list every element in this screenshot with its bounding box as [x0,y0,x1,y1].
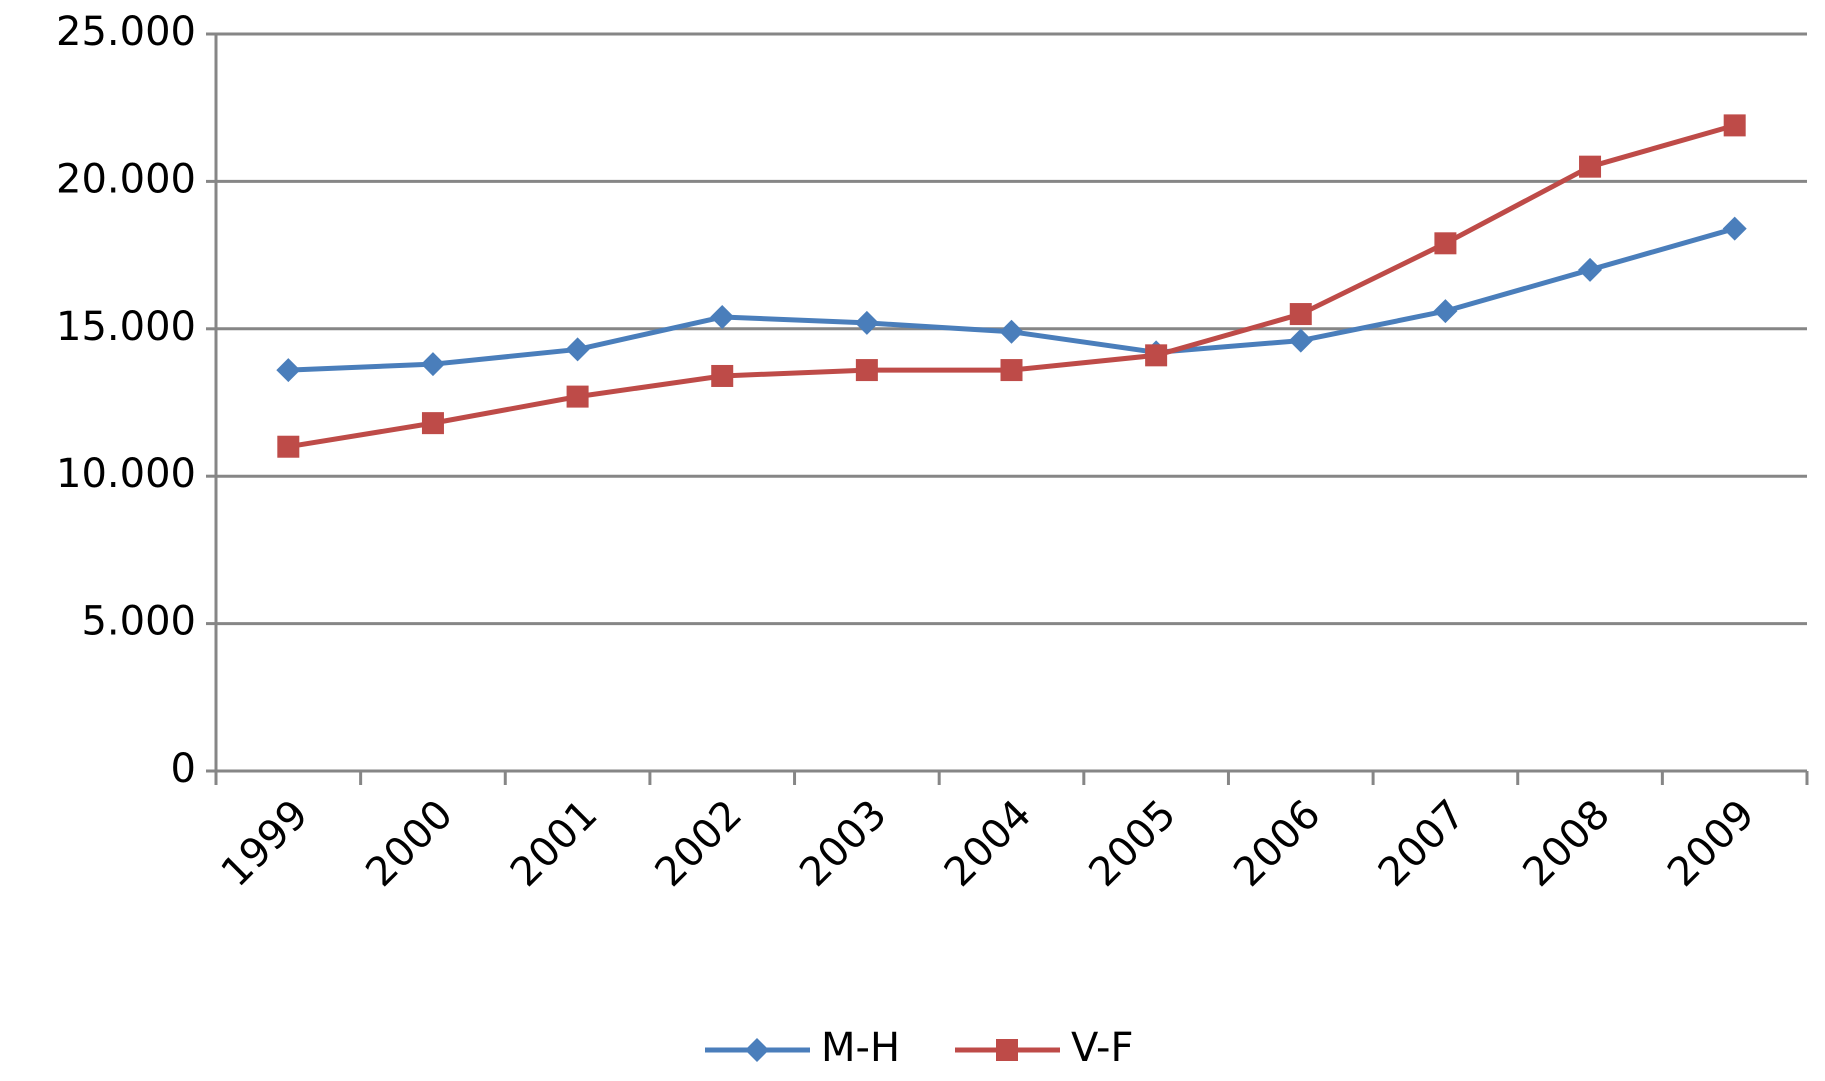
series-line [287,122,1736,450]
x-tick-label: 2006 [1225,791,1330,896]
marker [277,435,300,458]
x-tick-label: 2008 [1514,791,1619,896]
marker [1288,328,1313,353]
x-tick-label: 2005 [1080,791,1185,896]
marker [711,364,734,387]
marker [1434,232,1457,255]
x-tick-label: 2007 [1370,791,1475,896]
series-line [288,226,1736,373]
marker [1578,257,1603,282]
marker [855,359,878,382]
y-tick-label: 20.000 [56,156,196,202]
y-tick-label: 25.000 [56,9,196,55]
marker [854,310,879,335]
marker [999,319,1024,344]
x-tick-label: 2001 [502,791,607,896]
marker [1289,303,1312,326]
x-tick-label: 2002 [647,791,752,896]
y-tick-label: 0 [171,746,196,792]
legend-label: V-F [1071,1025,1133,1071]
marker [1722,216,1747,241]
y-tick-label: 10.000 [56,451,196,497]
marker [421,412,444,435]
marker [276,358,301,383]
marker [1433,299,1458,324]
x-tick-label: 2000 [357,791,462,896]
x-tick-label: 1999 [213,791,318,896]
marker [1000,359,1023,382]
y-tick-label: 15.000 [56,304,196,350]
marker [566,385,589,408]
marker [420,352,445,377]
marker [1579,155,1602,178]
legend: M-H V-F [705,1025,1133,1071]
x-tick-label: 2004 [936,791,1041,896]
y-tick-label: 5.000 [81,599,196,645]
marker [1145,344,1168,367]
marker [565,337,590,362]
legend-label: M-H [821,1025,900,1071]
marker [996,1039,1018,1061]
marker [1723,114,1746,137]
marker [710,305,735,330]
x-tick-label: 2009 [1659,791,1764,896]
x-tick-label: 2003 [791,791,896,896]
marker [745,1038,769,1062]
